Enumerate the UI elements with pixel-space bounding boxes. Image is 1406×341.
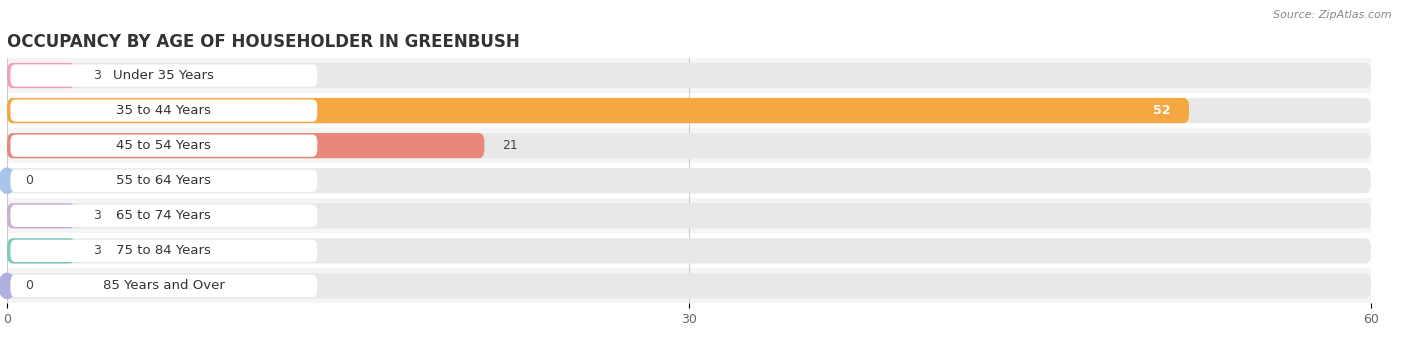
Text: 21: 21 [502,139,519,152]
Text: 3: 3 [93,209,101,222]
Text: 3: 3 [93,69,101,82]
Text: 55 to 64 Years: 55 to 64 Years [117,174,211,187]
Text: 85 Years and Over: 85 Years and Over [103,280,225,293]
FancyBboxPatch shape [10,275,318,297]
FancyBboxPatch shape [7,133,484,158]
FancyBboxPatch shape [7,98,1371,123]
FancyBboxPatch shape [10,240,318,262]
Bar [7,198,1371,233]
Bar [7,93,1371,128]
Bar [7,268,1371,303]
Text: 0: 0 [25,174,34,187]
Text: 35 to 44 Years: 35 to 44 Years [117,104,211,117]
FancyBboxPatch shape [7,63,75,88]
Circle shape [0,168,15,193]
Text: 52: 52 [1153,104,1171,117]
FancyBboxPatch shape [10,64,318,87]
Text: 0: 0 [25,280,34,293]
Text: Source: ZipAtlas.com: Source: ZipAtlas.com [1274,10,1392,20]
FancyBboxPatch shape [10,100,318,122]
Circle shape [0,273,15,299]
FancyBboxPatch shape [7,168,1371,193]
Text: OCCUPANCY BY AGE OF HOUSEHOLDER IN GREENBUSH: OCCUPANCY BY AGE OF HOUSEHOLDER IN GREEN… [7,33,520,51]
Text: 65 to 74 Years: 65 to 74 Years [117,209,211,222]
FancyBboxPatch shape [10,169,318,192]
Text: 75 to 84 Years: 75 to 84 Years [117,244,211,257]
Text: 3: 3 [93,244,101,257]
Bar [7,58,1371,93]
FancyBboxPatch shape [10,205,318,227]
Bar [7,163,1371,198]
FancyBboxPatch shape [7,98,1189,123]
FancyBboxPatch shape [7,238,75,264]
FancyBboxPatch shape [7,273,1371,299]
FancyBboxPatch shape [7,203,75,228]
FancyBboxPatch shape [7,63,1371,88]
FancyBboxPatch shape [7,203,1371,228]
FancyBboxPatch shape [7,238,1371,264]
Text: 45 to 54 Years: 45 to 54 Years [117,139,211,152]
FancyBboxPatch shape [10,135,318,157]
Text: Under 35 Years: Under 35 Years [114,69,214,82]
FancyBboxPatch shape [7,133,1371,158]
Bar [7,128,1371,163]
Bar [7,233,1371,268]
